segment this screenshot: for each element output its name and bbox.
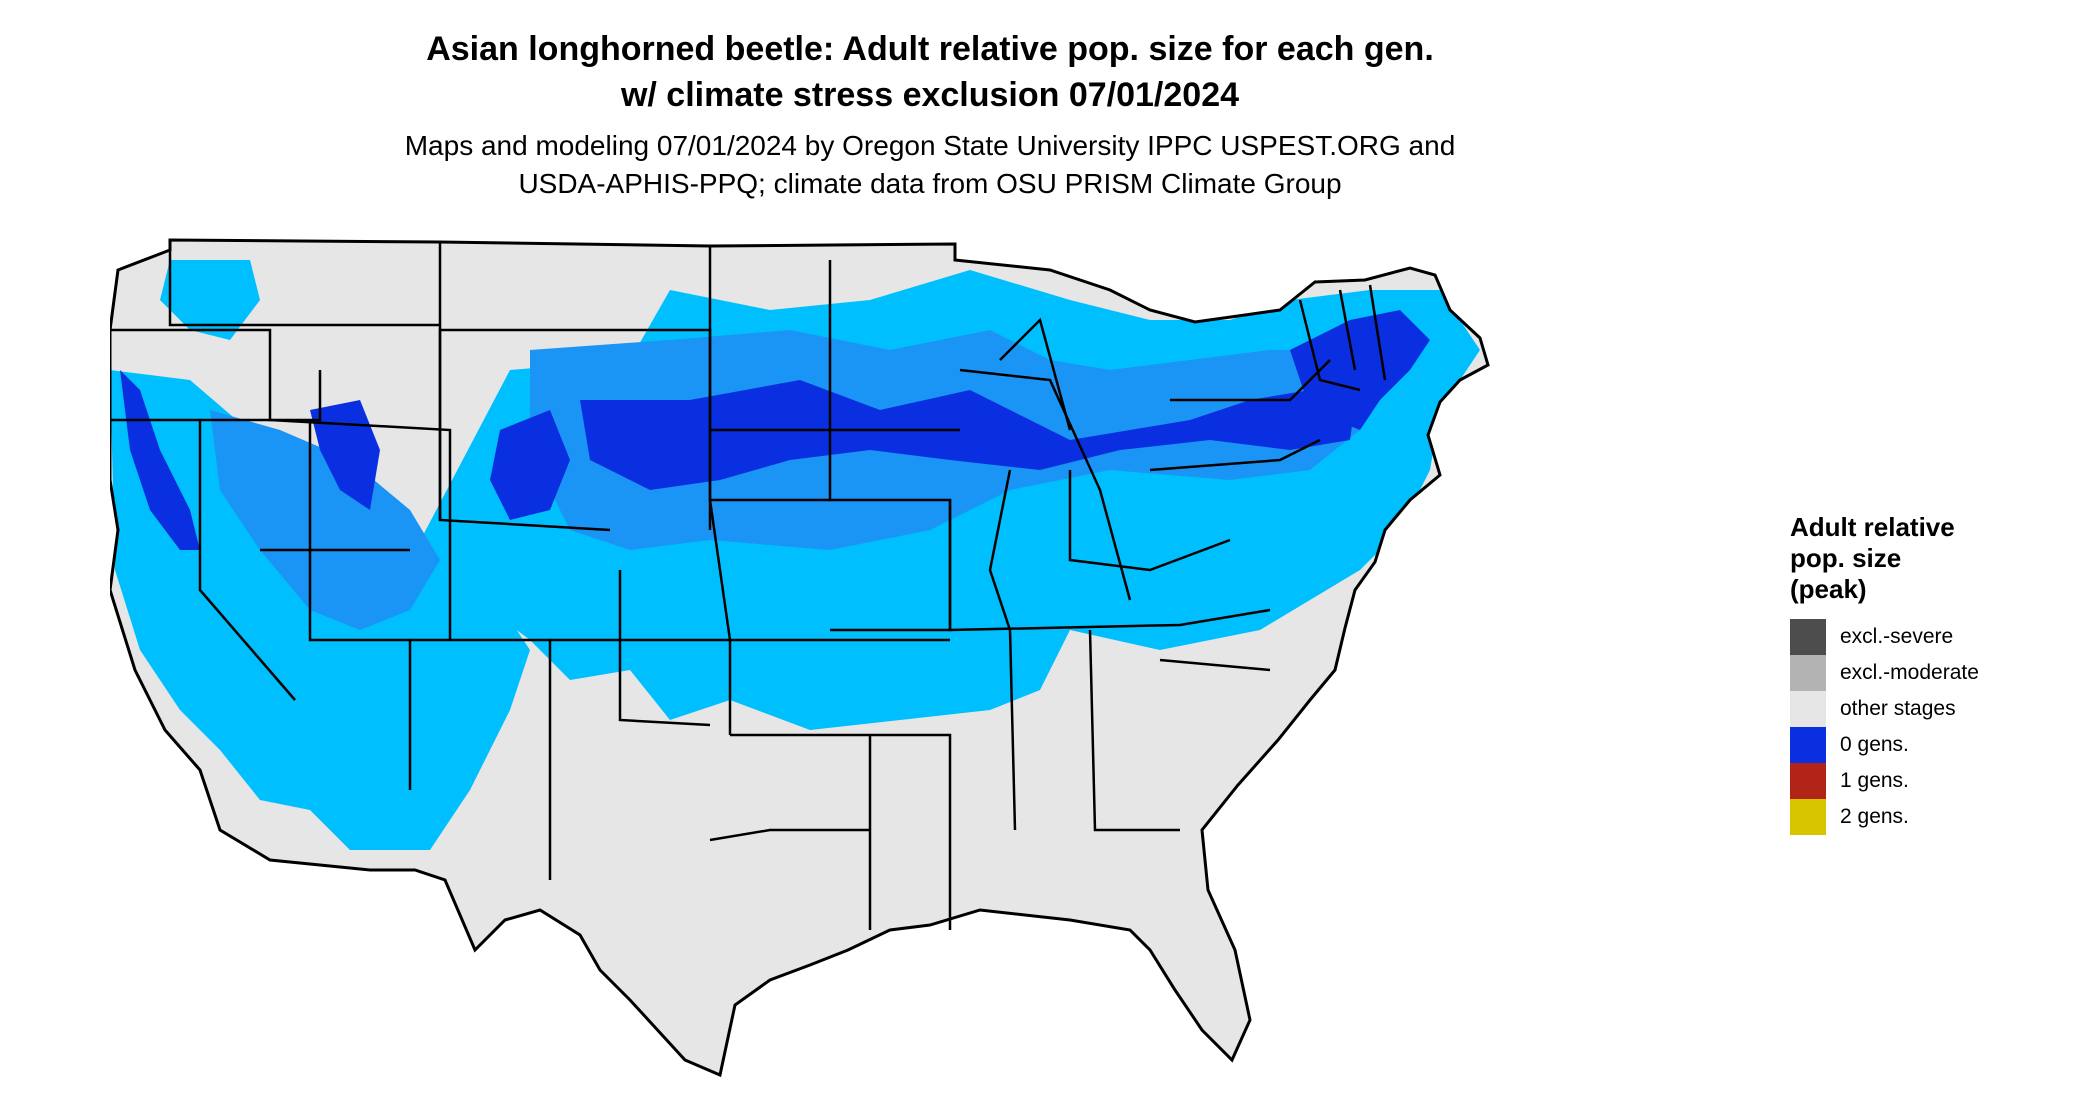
suitability-layers — [110, 260, 1480, 850]
region-deep-blue-plains — [580, 370, 1360, 490]
region-light-blue-nw — [160, 260, 260, 340]
region-mid-blue-west — [210, 410, 440, 630]
legend-title: Adult relative pop. size (peak) — [1790, 512, 2090, 605]
us-map — [110, 238, 1490, 1077]
legend-title-line-3: (peak) — [1790, 574, 1867, 604]
legend-item-excl-moderate: excl.-moderate — [1790, 655, 2090, 691]
legend-item-other-stages: other stages — [1790, 691, 2090, 727]
swatch-red — [1790, 763, 1826, 799]
map-subtitle: Maps and modeling 07/01/2024 by Oregon S… — [0, 127, 1860, 203]
legend-item-excl-severe: excl.-severe — [1790, 619, 2090, 655]
legend-label-excl-moderate: excl.-moderate — [1840, 661, 1979, 684]
region-deep-blue-northeast — [1290, 310, 1430, 430]
swatch-yellow — [1790, 799, 1826, 835]
map-subtitle-line-2: USDA-APHIS-PPQ; climate data from OSU PR… — [518, 168, 1342, 199]
swatch-light-gray — [1790, 655, 1826, 691]
map-subtitle-line-1: Maps and modeling 07/01/2024 by Oregon S… — [404, 130, 1456, 161]
map-title-line-2: w/ climate stress exclusion 07/01/2024 — [620, 76, 1240, 114]
legend-item-0-gens: 0 gens. — [1790, 727, 2090, 763]
region-deep-blue-rockies — [310, 400, 380, 510]
legend: Adult relative pop. size (peak) excl.-se… — [1790, 512, 2090, 835]
map-title-line-1: Asian longhorned beetle: Adult relative … — [426, 30, 1434, 68]
legend-label-1-gens: 1 gens. — [1840, 769, 1909, 792]
swatch-dark-gray — [1790, 619, 1826, 655]
legend-label-0-gens: 0 gens. — [1840, 733, 1909, 756]
legend-label-2-gens: 2 gens. — [1840, 805, 1909, 828]
region-deep-blue-westcoast — [120, 370, 200, 550]
swatch-pale-gray — [1790, 691, 1826, 727]
state-borders — [110, 242, 1387, 930]
legend-item-1-gens: 1 gens. — [1790, 763, 2090, 799]
legend-label-excl-severe: excl.-severe — [1840, 625, 1954, 648]
legend-item-2-gens: 2 gens. — [1790, 799, 2090, 835]
legend-title-line-1: Adult relative — [1790, 512, 1955, 542]
legend-title-line-2: pop. size — [1790, 543, 1902, 573]
legend-label-other-stages: other stages — [1840, 697, 1956, 720]
map-title: Asian longhorned beetle: Adult relative … — [0, 26, 1860, 118]
swatch-blue — [1790, 727, 1826, 763]
region-deep-blue-colorado — [490, 410, 570, 520]
